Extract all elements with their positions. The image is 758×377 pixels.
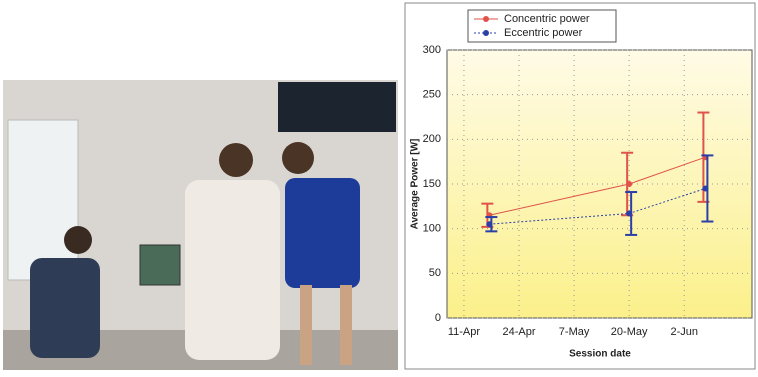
x-tick-label: 20-May: [611, 326, 648, 338]
photo-person: [30, 258, 100, 358]
y-tick-label: 100: [423, 223, 441, 235]
legend-marker: [483, 30, 489, 36]
photo: [3, 80, 398, 370]
x-axis-label: Session date: [569, 349, 631, 360]
photo-person: [185, 180, 280, 360]
photo-person: [219, 143, 253, 177]
legend-label: Concentric power: [504, 13, 590, 25]
point: [486, 221, 492, 227]
point: [626, 181, 632, 187]
y-tick-label: 150: [423, 178, 441, 190]
x-tick-label: 7-May: [559, 326, 590, 338]
photo-person: [64, 226, 92, 254]
y-tick-label: 300: [423, 44, 441, 56]
photo-person: [282, 142, 314, 174]
photo-screen: [278, 82, 396, 132]
photo-person: [340, 285, 352, 365]
photo-monitor: [140, 245, 180, 285]
x-tick-label: 11-Apr: [448, 326, 481, 338]
x-tick-label: 24-Apr: [502, 326, 535, 338]
y-tick-label: 250: [423, 89, 441, 101]
point: [626, 210, 632, 216]
page: Average Power [W] Session date 0 50 100 150…: [0, 0, 758, 372]
legend-marker: [483, 16, 489, 22]
x-tick-label: 2-Jun: [670, 326, 698, 338]
point: [702, 185, 708, 191]
photo-person: [285, 178, 360, 288]
y-tick-label: 200: [423, 133, 441, 145]
photo-window: [8, 120, 78, 280]
y-tick-label: 0: [435, 312, 441, 324]
y-tick-label: 50: [429, 267, 441, 279]
photo-person: [300, 285, 312, 365]
legend-label: Eccentric power: [504, 27, 583, 39]
y-axis-label: Average Power [W]: [410, 139, 421, 230]
